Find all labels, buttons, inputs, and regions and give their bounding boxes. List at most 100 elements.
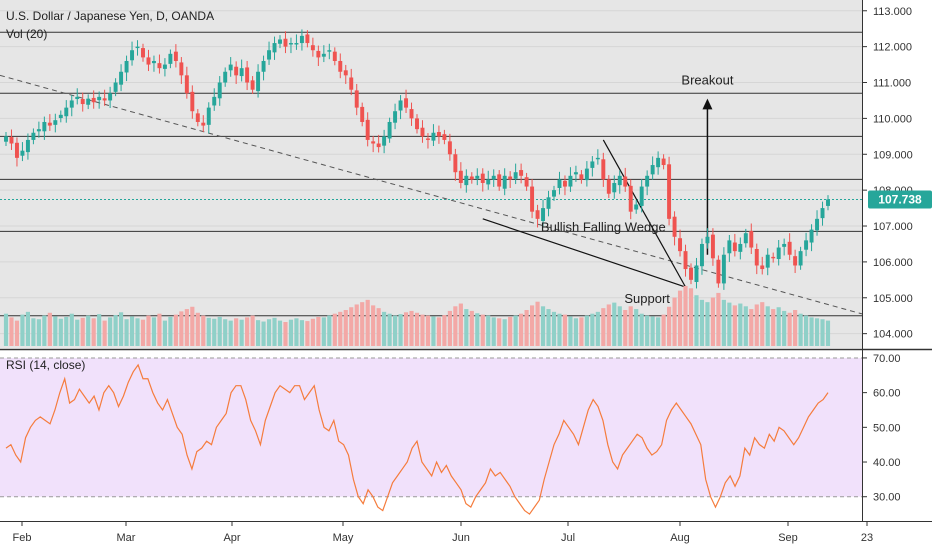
chart-annotation: Breakout bbox=[681, 72, 733, 87]
volume-bar bbox=[617, 306, 622, 346]
volume-bar bbox=[508, 316, 513, 346]
time-tick-label: Aug bbox=[670, 532, 690, 544]
volume-bar bbox=[672, 297, 677, 346]
breakout-arrow-head bbox=[702, 98, 713, 110]
symbol-title[interactable]: U.S. Dollar / Japanese Yen, D, OANDA bbox=[6, 9, 214, 23]
volume-bar bbox=[212, 318, 217, 346]
time-axis[interactable]: Feb Mar Apr May Jun Jul Aug Sep 23 bbox=[13, 521, 874, 544]
volume-bar bbox=[721, 299, 726, 346]
candle-body bbox=[338, 60, 343, 72]
candle-body bbox=[721, 254, 726, 284]
volume-bar bbox=[387, 313, 392, 346]
volume-bar bbox=[332, 313, 337, 346]
candle-body bbox=[31, 132, 36, 140]
volume-bar bbox=[475, 313, 480, 346]
candle-body bbox=[223, 71, 228, 83]
volume-bar bbox=[699, 299, 705, 346]
volume-bar bbox=[803, 315, 809, 346]
time-tick-label: Jun bbox=[452, 532, 470, 544]
rsi-axis[interactable]: 70.00 60.00 50.00 40.00 30.00 bbox=[862, 353, 901, 504]
candle-body bbox=[513, 172, 518, 179]
price-tick-label: 109.000 bbox=[873, 149, 913, 161]
candle-body bbox=[743, 233, 748, 244]
volume-bar bbox=[201, 315, 206, 346]
candle-body bbox=[195, 113, 200, 122]
volume-bar bbox=[661, 314, 666, 346]
volume-bar bbox=[480, 314, 485, 346]
candle-body bbox=[771, 256, 776, 259]
volume-bar bbox=[316, 316, 321, 346]
price-axis[interactable]: 113.000112.000111.000110.000109.000108.0… bbox=[862, 6, 913, 341]
volume-bar bbox=[491, 317, 496, 346]
volume-bar bbox=[568, 316, 573, 346]
volume-bar bbox=[535, 301, 540, 346]
volume-bar bbox=[469, 310, 474, 346]
volume-bar bbox=[666, 306, 672, 346]
volume-bar bbox=[190, 306, 195, 346]
price-tick-label: 112.000 bbox=[873, 42, 912, 54]
candle-body bbox=[480, 173, 485, 183]
candle-body bbox=[519, 170, 524, 176]
candle-body bbox=[634, 204, 639, 210]
wedge-upper-line bbox=[602, 139, 687, 288]
candle-body bbox=[376, 143, 381, 148]
volume-bar bbox=[338, 311, 343, 346]
volume-bar bbox=[710, 297, 716, 346]
volume-label[interactable]: Vol (20) bbox=[6, 27, 47, 41]
volume-bar bbox=[727, 302, 732, 346]
candle-body bbox=[47, 122, 52, 126]
candle-body bbox=[716, 259, 721, 284]
volume-bar bbox=[431, 316, 436, 346]
candle-body bbox=[497, 174, 502, 187]
rsi-label[interactable]: RSI (14, close) bbox=[6, 358, 85, 372]
volume-bar bbox=[343, 310, 348, 346]
candle-body bbox=[332, 51, 337, 61]
volume-bar bbox=[601, 308, 606, 346]
candle-body bbox=[798, 251, 803, 266]
candle-body bbox=[184, 75, 189, 94]
volume-bar bbox=[497, 318, 502, 346]
candle-body bbox=[524, 177, 529, 187]
candle-body bbox=[749, 231, 754, 248]
volume-bar bbox=[464, 309, 469, 346]
candle-body bbox=[58, 114, 63, 119]
volume-bar bbox=[612, 302, 617, 346]
candle-body bbox=[415, 118, 419, 130]
volume-bar bbox=[584, 315, 589, 346]
candle-body bbox=[431, 132, 436, 141]
candle-body bbox=[672, 216, 677, 237]
rsi-series-line bbox=[5, 363, 829, 515]
candle-body bbox=[584, 168, 589, 181]
volume-bar bbox=[223, 319, 228, 346]
volume-bar bbox=[825, 320, 831, 346]
candle-body bbox=[469, 176, 474, 180]
candle-body bbox=[491, 175, 496, 180]
candle-body bbox=[250, 80, 255, 90]
candle-body bbox=[299, 35, 304, 44]
volume-bar bbox=[502, 319, 507, 346]
candle-body bbox=[601, 159, 606, 180]
volume-bar bbox=[9, 317, 14, 346]
candle-body bbox=[75, 96, 80, 100]
volume-bar bbox=[453, 306, 458, 346]
annotations[interactable]: Breakout Bullish Falling Wedge Support bbox=[541, 72, 734, 306]
candle-body bbox=[579, 174, 584, 180]
volume-bar bbox=[573, 318, 579, 346]
candle-body bbox=[552, 190, 556, 197]
volume-bar bbox=[414, 312, 420, 346]
candle-body bbox=[458, 170, 463, 183]
candle-body bbox=[141, 48, 145, 58]
volume-bar bbox=[634, 309, 639, 346]
candle-body bbox=[267, 50, 272, 60]
candle-body bbox=[179, 62, 184, 76]
volume-bar bbox=[656, 317, 661, 346]
volume-bar bbox=[524, 310, 529, 346]
volume-bar bbox=[53, 316, 58, 346]
candle-body bbox=[645, 175, 650, 187]
candle-body bbox=[151, 60, 156, 64]
volume-bar bbox=[124, 319, 129, 346]
candle-body bbox=[14, 142, 19, 158]
volume-bar bbox=[398, 314, 403, 346]
candle-body bbox=[327, 50, 332, 52]
